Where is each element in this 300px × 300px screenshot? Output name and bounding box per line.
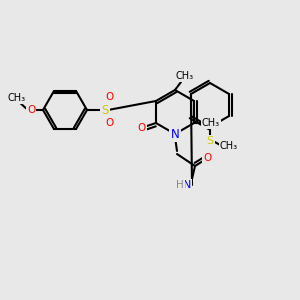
Text: O: O (106, 92, 114, 102)
Text: S: S (206, 136, 214, 146)
Text: CH₃: CH₃ (8, 93, 26, 103)
Text: O: O (27, 105, 35, 115)
Text: O: O (203, 153, 211, 163)
Text: CH₃: CH₃ (202, 118, 220, 128)
Text: N: N (183, 180, 191, 190)
Text: S: S (101, 103, 109, 116)
Text: CH₃: CH₃ (176, 71, 194, 81)
Text: O: O (138, 123, 146, 133)
Text: CH₃: CH₃ (220, 141, 238, 151)
Text: O: O (106, 118, 114, 128)
Text: H: H (176, 180, 184, 190)
Text: N: N (171, 128, 179, 140)
